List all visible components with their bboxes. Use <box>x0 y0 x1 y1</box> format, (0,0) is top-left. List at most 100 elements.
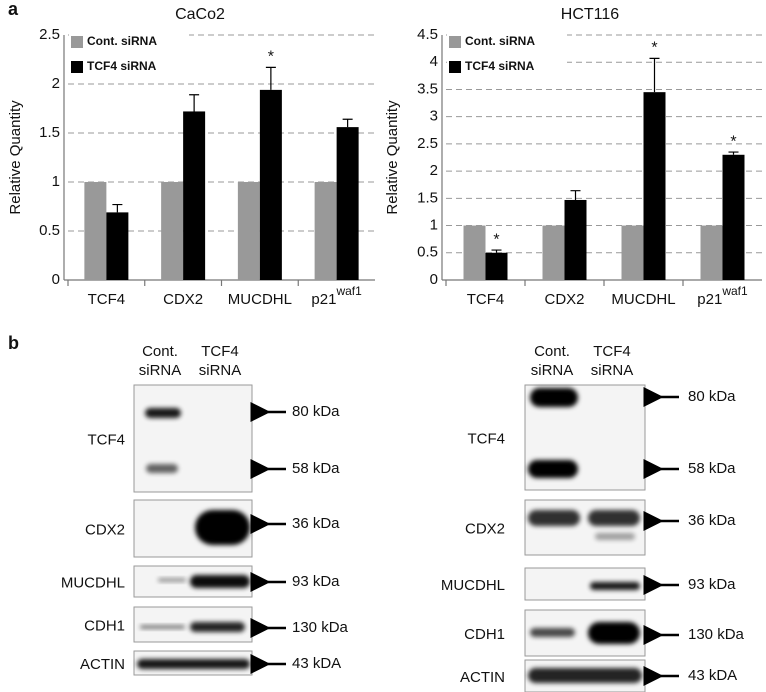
y-tick-label: 1.5 <box>417 189 438 206</box>
y-tick-label: 3.5 <box>417 80 438 97</box>
lane-header: siRNA <box>139 362 182 379</box>
legend-label: Cont. siRNA <box>87 34 157 48</box>
bar <box>237 182 260 280</box>
band <box>190 575 250 588</box>
significance: * <box>268 49 274 66</box>
band <box>530 628 575 637</box>
y-tick-label: 0.5 <box>417 244 438 261</box>
legend-swatch <box>449 61 461 73</box>
band <box>146 464 178 473</box>
significance: * <box>651 40 657 57</box>
band <box>588 622 640 644</box>
protein-label: ACTIN <box>460 669 505 686</box>
blot-box <box>524 499 646 556</box>
y-tick-label: 2.5 <box>417 135 438 152</box>
y-tick-label: 2 <box>430 162 438 179</box>
significance: * <box>493 231 499 248</box>
bar <box>336 127 359 281</box>
y-tick-label: 0 <box>52 271 60 288</box>
y-tick-label: 0.5 <box>39 222 60 239</box>
significance: * <box>730 133 736 150</box>
bar <box>314 182 337 280</box>
x-tick-label: CDX2 <box>163 291 203 308</box>
band <box>137 659 250 669</box>
lane-header: TCF4 <box>593 343 631 360</box>
band <box>145 408 181 418</box>
protein-label: CDH1 <box>464 626 505 643</box>
error-bar <box>491 249 502 253</box>
band <box>528 460 578 478</box>
error-bar <box>112 203 123 213</box>
error-bar <box>570 190 581 200</box>
error-bar <box>728 151 739 155</box>
size-marker: 58 kDa <box>688 460 736 477</box>
bar <box>183 111 206 280</box>
protein-label: MUCDHL <box>441 577 505 594</box>
size-marker: 80 kDa <box>292 403 340 420</box>
y-tick-label: 1 <box>52 173 60 190</box>
y-tick-label: 0 <box>430 271 438 288</box>
protein-label: ACTIN <box>80 656 125 673</box>
legend-swatch <box>449 36 461 48</box>
protein-label: MUCDHL <box>61 574 125 591</box>
x-tick-label: TCF4 <box>88 291 126 308</box>
band <box>588 510 640 526</box>
band <box>530 388 578 407</box>
lane-header: Cont. <box>534 343 570 360</box>
panel-label: b <box>8 333 19 353</box>
legend-label: TCF4 siRNA <box>465 59 535 73</box>
y-tick-label: 2 <box>52 75 60 92</box>
panel-label: a <box>8 0 19 19</box>
x-tick-label: p21 <box>311 291 336 308</box>
band <box>528 668 642 683</box>
bar <box>564 199 587 280</box>
bar <box>621 225 644 280</box>
y-tick-label: 1 <box>430 217 438 234</box>
y-tick-label: 3 <box>430 108 438 125</box>
blot-box <box>133 384 253 493</box>
size-marker: 36 kDa <box>292 515 340 532</box>
x-tick-label: p21 <box>697 291 722 308</box>
size-marker: 43 kDA <box>688 667 737 684</box>
bar <box>259 89 282 280</box>
y-axis-label: Relative Quantity <box>384 100 401 215</box>
protein-label: TCF4 <box>88 431 126 448</box>
bar <box>722 154 745 280</box>
y-tick-label: 2.5 <box>39 26 60 43</box>
y-tick-label: 4.5 <box>417 26 438 43</box>
bar <box>161 182 184 280</box>
legend-swatch <box>71 36 83 48</box>
bar <box>84 182 107 280</box>
legend-swatch <box>71 61 83 73</box>
lane-header: Cont. <box>142 343 178 360</box>
x-tick-superscript: waf1 <box>335 284 362 298</box>
protein-label: TCF4 <box>468 430 506 447</box>
bar <box>106 212 129 280</box>
lane-header: TCF4 <box>201 343 239 360</box>
lane-header: siRNA <box>199 362 242 379</box>
error-bar <box>342 118 353 128</box>
band <box>595 533 635 540</box>
bar <box>643 92 666 281</box>
chart-title: HCT116 <box>561 6 619 23</box>
band <box>190 622 245 632</box>
legend-label: Cont. siRNA <box>465 34 535 48</box>
legend-bg <box>447 33 567 75</box>
error-bar <box>265 66 276 90</box>
y-axis-label: Relative Quantity <box>7 100 24 215</box>
band <box>140 625 185 629</box>
bar <box>700 225 723 280</box>
band <box>195 510 250 545</box>
error-bar <box>189 94 200 112</box>
size-marker: 130 kDa <box>688 626 745 643</box>
lane-header: siRNA <box>531 362 574 379</box>
bar <box>463 225 486 280</box>
protein-label: CDX2 <box>465 520 505 537</box>
y-tick-label: 1.5 <box>39 124 60 141</box>
error-bar <box>649 57 660 93</box>
x-tick-label: MUCDHL <box>611 291 675 308</box>
lane-header: siRNA <box>591 362 634 379</box>
size-marker: 36 kDa <box>688 512 736 529</box>
protein-label: CDH1 <box>84 617 125 634</box>
